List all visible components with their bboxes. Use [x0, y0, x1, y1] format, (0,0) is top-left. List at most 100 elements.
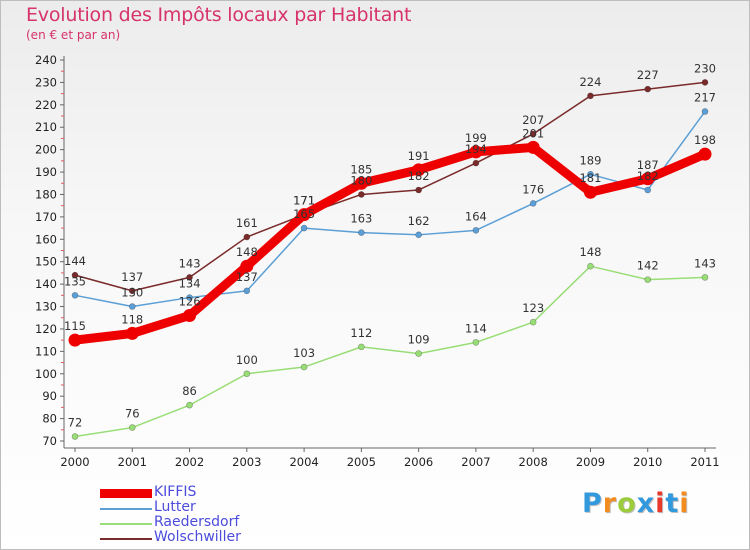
legend-label-raedersdorf: Raedersdorf — [154, 514, 240, 530]
data-point-wolschwiller — [358, 191, 365, 198]
x-tick-label: 2000 — [60, 455, 89, 469]
data-point-raedersdorf — [529, 318, 537, 326]
x-tick-label: 2007 — [461, 455, 490, 469]
data-label-raedersdorf: 100 — [236, 353, 258, 367]
x-tick-label: 2005 — [347, 455, 376, 469]
data-point-kiffis — [68, 333, 82, 347]
y-tick-label: 70 — [42, 434, 57, 448]
data-point-raedersdorf — [587, 262, 594, 270]
data-point-wolschwiller — [529, 130, 537, 138]
data-point-kiffis — [240, 259, 254, 273]
data-label-lutter: 165 — [293, 207, 315, 221]
y-tick-label: 210 — [35, 120, 57, 134]
data-label-lutter: 182 — [637, 169, 659, 183]
y-tick-label: 240 — [35, 53, 57, 67]
data-label-lutter: 134 — [179, 277, 201, 291]
data-label-kiffis: 191 — [408, 149, 430, 163]
data-point-lutter — [529, 200, 537, 207]
data-point-lutter — [71, 292, 79, 299]
legend-swatch-lutter — [100, 508, 152, 510]
data-label-wolschwiller: 182 — [408, 169, 430, 183]
data-label-kiffis: 199 — [465, 131, 487, 145]
logo-letter: P — [582, 488, 603, 519]
data-label-kiffis: 187 — [637, 158, 659, 172]
logo-letter: i — [679, 488, 690, 519]
data-point-wolschwiller — [128, 287, 136, 295]
series-line-raedersdorf — [74, 265, 706, 438]
data-point-kiffis — [183, 308, 197, 322]
chart-subtitle: (en € et par an) — [26, 28, 121, 42]
data-label-wolschwiller: 180 — [350, 173, 372, 187]
data-label-lutter: 217 — [694, 91, 716, 105]
x-tick-label: 2009 — [576, 455, 605, 469]
data-label-raedersdorf: 86 — [182, 384, 197, 398]
data-point-kiffis — [412, 163, 426, 177]
y-tick-label: 110 — [35, 344, 57, 358]
data-labels-layer: 144 137 143 161 171 180 182 194 207 224 227 230 72 76… — [64, 61, 716, 429]
data-label-kiffis: 171 — [293, 194, 315, 208]
legend-swatch-raedersdorf — [100, 523, 152, 525]
data-label-lutter: 189 — [579, 153, 601, 167]
x-tick-label: 2003 — [232, 455, 261, 469]
y-tick-label: 170 — [35, 210, 57, 224]
x-tick-label: 2010 — [633, 455, 662, 469]
data-point-lutter — [644, 186, 652, 194]
data-point-raedersdorf — [472, 339, 480, 346]
data-point-kiffis — [297, 208, 311, 222]
data-point-lutter — [128, 303, 136, 310]
data-label-kiffis: 118 — [121, 312, 143, 326]
data-label-lutter: 164 — [465, 209, 487, 223]
legend-label-kiffis: KIFFIS — [154, 484, 197, 500]
data-label-kiffis: 201 — [522, 126, 544, 140]
data-point-wolschwiller — [644, 85, 652, 93]
y-tick-label: 200 — [35, 143, 57, 157]
data-point-wolschwiller — [701, 79, 709, 86]
data-point-wolschwiller — [186, 274, 193, 281]
data-point-raedersdorf — [243, 370, 251, 378]
data-label-wolschwiller: 161 — [236, 216, 258, 230]
data-label-raedersdorf: 112 — [350, 326, 372, 340]
axes: 7080901001101201301401501601701801902002… — [35, 53, 720, 469]
series-line-kiffis — [70, 142, 710, 345]
logo-letter: t — [665, 488, 680, 519]
y-tick-label: 220 — [35, 98, 57, 112]
data-label-raedersdorf: 114 — [465, 321, 487, 335]
data-label-wolschwiller: 137 — [121, 270, 143, 284]
data-point-raedersdorf — [701, 274, 709, 281]
proxiti-logo: Proxiti — [582, 488, 690, 519]
legend-swatch-kiffis — [100, 489, 152, 498]
data-label-lutter: 130 — [121, 286, 143, 300]
data-label-raedersdorf: 109 — [408, 333, 430, 347]
data-label-wolschwiller: 207 — [522, 113, 544, 127]
data-label-wolschwiller: 143 — [179, 256, 201, 270]
data-point-raedersdorf — [358, 343, 365, 351]
x-tick-label: 2011 — [690, 455, 719, 469]
data-label-raedersdorf: 148 — [579, 245, 601, 259]
series-line-lutter — [74, 110, 706, 308]
logo-letter: x — [636, 488, 656, 519]
y-tick-label: 190 — [35, 165, 57, 179]
data-label-lutter: 162 — [408, 214, 430, 228]
data-point-raedersdorf — [186, 401, 193, 409]
x-tick-label: 2002 — [175, 455, 204, 469]
y-tick-label: 130 — [35, 300, 57, 314]
data-point-wolschwiller — [587, 92, 594, 100]
series-layer — [68, 79, 712, 440]
data-point-lutter — [186, 294, 193, 301]
y-tick-label: 80 — [42, 412, 57, 426]
data-label-lutter: 135 — [64, 274, 86, 288]
data-point-lutter — [472, 227, 480, 234]
data-point-kiffis — [354, 176, 368, 190]
data-label-raedersdorf: 76 — [125, 407, 140, 421]
data-label-wolschwiller: 227 — [637, 68, 659, 82]
y-tick-label: 160 — [35, 232, 57, 246]
data-point-lutter — [587, 171, 594, 178]
y-tick-label: 90 — [42, 389, 57, 403]
data-label-kiffis: 115 — [64, 319, 86, 333]
logo-letter: o — [617, 488, 637, 519]
data-label-lutter: 176 — [522, 182, 544, 196]
data-label-kiffis: 198 — [694, 133, 716, 147]
logo-letter: i — [655, 488, 666, 519]
data-point-raedersdorf — [300, 363, 308, 371]
